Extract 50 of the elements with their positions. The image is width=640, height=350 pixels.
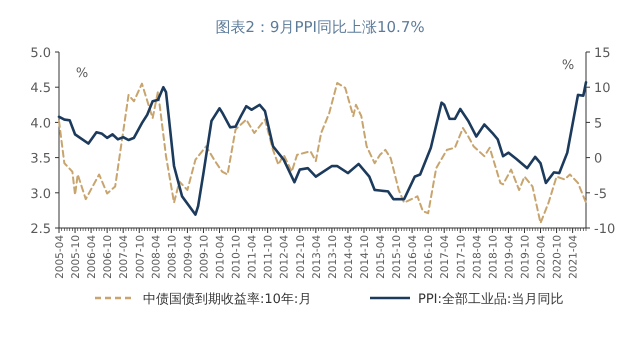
y-axis-title: % (76, 66, 88, 81)
x-tick-label: 2016-10 (423, 235, 436, 279)
y-tick-label: 3.0 (30, 186, 51, 202)
x-tick-label: 2018-10 (487, 235, 500, 279)
y2-tick-label: 15 (594, 46, 611, 61)
y2-tick-label: 5 (594, 116, 602, 132)
x-tick-label: 2017-10 (455, 235, 468, 279)
x-tick-label: 2010-10 (230, 235, 243, 279)
x-tick-label: 2009-04 (182, 234, 194, 279)
x-tick-label: 2013-04 (310, 234, 323, 279)
legend-label: 中债国债到期收益率:10年:月 (143, 291, 312, 307)
y-tick-label: 2.5 (30, 222, 51, 237)
y2-axis-title: % (562, 58, 574, 73)
x-tick-label: 2006-10 (102, 235, 114, 279)
y2-tick-label: -5 (594, 186, 607, 202)
x-tick-label: 2007-10 (134, 235, 146, 279)
x-tick-label: 2014-04 (342, 234, 355, 279)
x-tick-label: 2012-10 (294, 235, 307, 279)
x-tick-label: 2006-04 (86, 234, 98, 279)
x-tick-label: 2012-04 (278, 234, 291, 279)
y-tick-label: 3.5 (30, 152, 51, 167)
y2-tick-label: -10 (594, 222, 616, 237)
x-tick-label: 2018-04 (471, 234, 484, 279)
x-tick-label: 2010-04 (214, 234, 227, 279)
y-tick-label: 4.5 (30, 81, 51, 96)
y2-tick-label: 10 (594, 81, 611, 96)
x-tick-label: 2005-10 (70, 235, 82, 279)
x-tick-label: 2019-10 (519, 235, 532, 279)
x-tick-label: 2007-04 (118, 234, 130, 279)
x-tick-label: 2016-04 (407, 234, 420, 279)
x-tick-label: 2014-10 (358, 235, 371, 279)
x-tick-label: 2008-10 (166, 235, 178, 279)
x-tick-label: 2021-04 (568, 234, 580, 279)
y2-tick-label: 0 (594, 152, 602, 167)
x-tick-label: 2013-10 (326, 235, 339, 279)
x-tick-label: 2005-04 (54, 234, 66, 279)
x-tick-label: 2017-04 (439, 234, 452, 279)
x-tick-label: 2019-04 (503, 234, 516, 279)
x-tick-label: 2020-10 (552, 235, 564, 279)
x-tick-label: 2011-04 (246, 234, 259, 279)
chart-title: 图表2：9月PPI同比上涨10.7% (215, 18, 425, 36)
x-tick-label: 2011-10 (262, 235, 275, 279)
y-tick-label: 5.0 (30, 46, 51, 61)
x-tick-label: 2015-04 (375, 234, 388, 279)
y-tick-label: 4.0 (30, 116, 51, 132)
x-tick-label: 2015-10 (391, 235, 404, 279)
x-tick-label: 2009-10 (198, 235, 210, 279)
x-tick-label: 2008-04 (150, 234, 162, 279)
legend-label: PPI:全部工业品:当月同比 (418, 292, 564, 307)
x-tick-label: 2020-04 (536, 234, 548, 279)
